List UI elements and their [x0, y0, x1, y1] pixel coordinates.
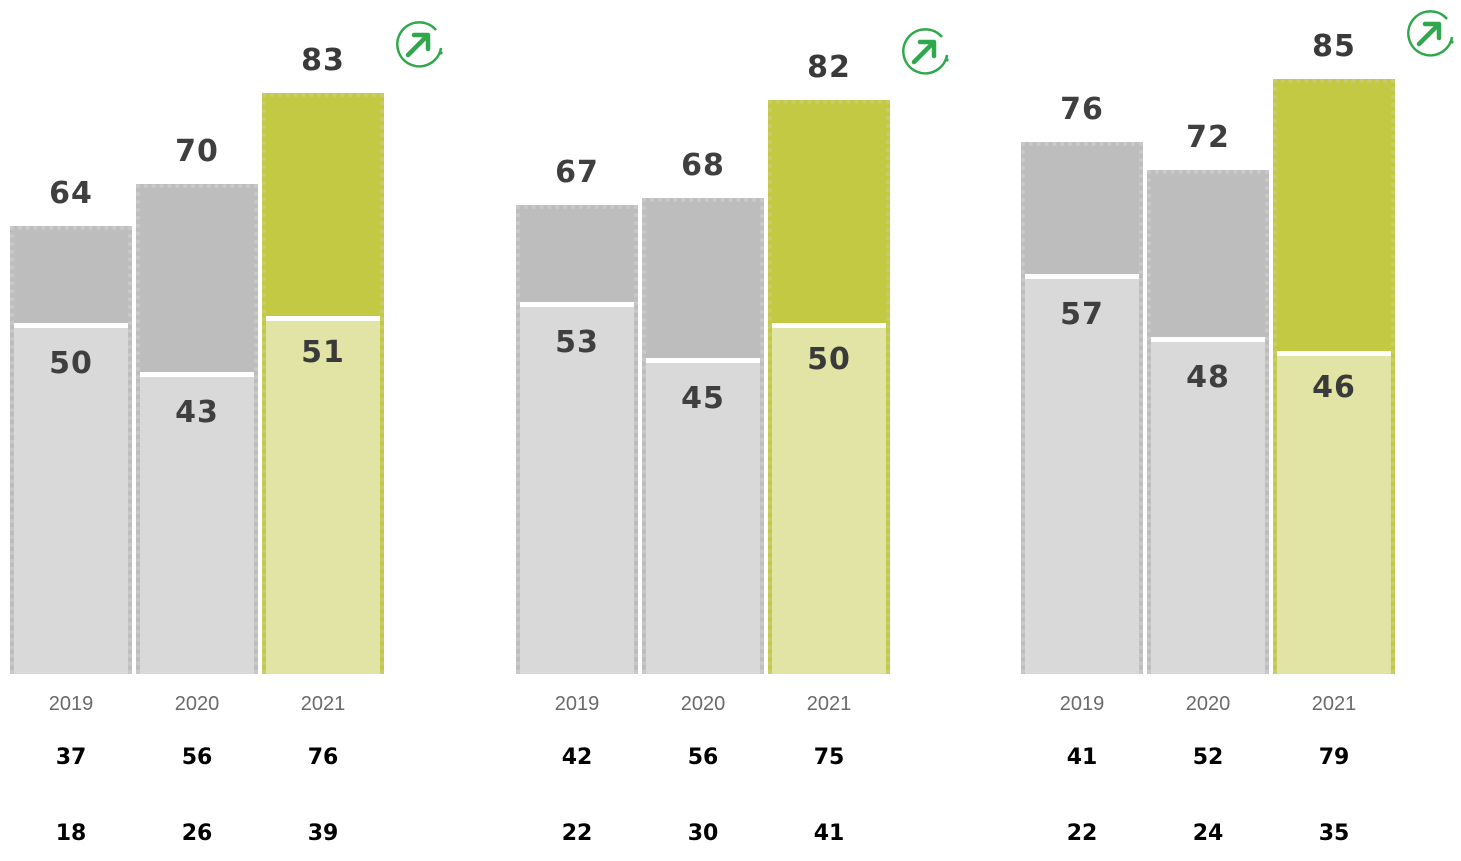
x-tick-label: 2021 [1274, 693, 1394, 716]
row-2-value: 39 [263, 821, 383, 846]
trend-up-arrow-icon [1401, 6, 1459, 64]
row-2-value: 35 [1274, 821, 1394, 846]
row-1-value: 37 [11, 745, 131, 770]
row-2-value: 24 [1148, 821, 1268, 846]
total-value-label: 70 [137, 134, 257, 169]
bar-base-2021 [772, 328, 886, 674]
row-1-value: 42 [517, 745, 637, 770]
trend-up-arrow-icon [390, 17, 448, 75]
total-value-label: 76 [1022, 92, 1142, 127]
bar-base-2019 [1025, 279, 1139, 674]
x-tick-label: 2019 [11, 693, 131, 716]
chart-panel-2: 67 53 2019 42 22 68 45 2020 56 30 82 50 2021 75 41 [516, 0, 986, 861]
x-tick-label: 2019 [517, 693, 637, 716]
row-2-value: 26 [137, 821, 257, 846]
x-tick-label: 2020 [137, 693, 257, 716]
row-1-value: 76 [263, 745, 383, 770]
base-value-label: 46 [1274, 370, 1394, 405]
bar-base-2021 [266, 321, 380, 674]
base-value-label: 50 [11, 346, 131, 381]
base-value-label: 43 [137, 395, 257, 430]
total-value-label: 83 [263, 43, 383, 78]
base-value-label: 51 [263, 335, 383, 370]
base-value-label: 57 [1022, 297, 1142, 332]
base-value-label: 50 [769, 342, 889, 377]
total-value-label: 64 [11, 176, 131, 211]
row-2-value: 18 [11, 821, 131, 846]
x-tick-label: 2020 [1148, 693, 1268, 716]
base-value-label: 48 [1148, 360, 1268, 395]
x-tick-label: 2019 [1022, 693, 1142, 716]
x-tick-label: 2021 [263, 693, 383, 716]
chart-panel-3: 76 57 2019 41 22 72 48 2020 52 24 85 46 2021 79 35 [1021, 0, 1461, 861]
row-1-value: 52 [1148, 745, 1268, 770]
chart-panel-1: 64 50 2019 37 18 70 43 2020 56 26 83 51 2021 76 39 [10, 0, 480, 861]
base-value-label: 53 [517, 325, 637, 360]
total-value-label: 67 [517, 155, 637, 190]
total-value-label: 85 [1274, 29, 1394, 64]
row-2-value: 41 [769, 821, 889, 846]
row-1-value: 41 [1022, 745, 1142, 770]
bar-base-2019 [520, 307, 634, 674]
x-tick-label: 2021 [769, 693, 889, 716]
row-2-value: 30 [643, 821, 763, 846]
total-value-label: 68 [643, 148, 763, 183]
row-2-value: 22 [1022, 821, 1142, 846]
base-value-label: 45 [643, 381, 763, 416]
x-tick-label: 2020 [643, 693, 763, 716]
trend-up-arrow-icon [896, 24, 954, 82]
row-1-value: 56 [137, 745, 257, 770]
total-value-label: 82 [769, 50, 889, 85]
row-1-value: 75 [769, 745, 889, 770]
total-value-label: 72 [1148, 120, 1268, 155]
row-2-value: 22 [517, 821, 637, 846]
row-1-value: 56 [643, 745, 763, 770]
row-1-value: 79 [1274, 745, 1394, 770]
